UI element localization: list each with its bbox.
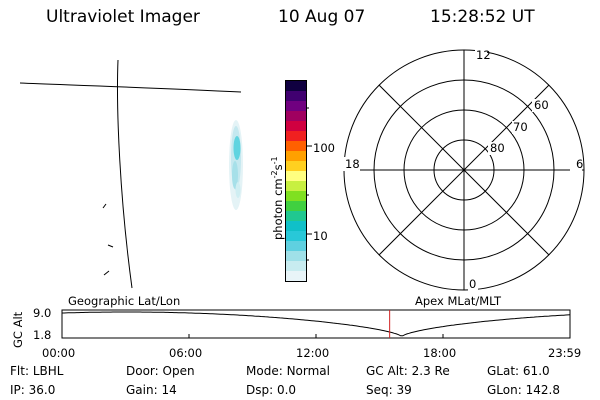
polar-grid bbox=[343, 49, 585, 291]
colorbar-swatch bbox=[286, 221, 306, 231]
colorbar-swatch bbox=[286, 111, 306, 121]
x-tick-1800: 18:00 bbox=[423, 346, 457, 360]
geographic-image-panel bbox=[19, 59, 243, 289]
mlt-label-6: 6 bbox=[576, 157, 584, 171]
mlt-label-12: 12 bbox=[476, 48, 491, 62]
colorbar-swatch bbox=[286, 81, 306, 91]
date-label: 10 Aug 07 bbox=[278, 7, 366, 27]
info-ip: IP: 36.0 bbox=[10, 383, 56, 397]
x-tick-0000: 00:00 bbox=[42, 346, 76, 360]
y-tick-1.8: 1.8 bbox=[33, 328, 52, 342]
colorbar-swatch bbox=[286, 201, 306, 211]
coastline-lines bbox=[19, 59, 242, 289]
altitude-timeline bbox=[61, 309, 571, 339]
info-gc-alt: GC Alt: 2.3 Re bbox=[366, 364, 450, 378]
info-glat: GLat: 61.0 bbox=[487, 364, 550, 378]
colorbar-ticks bbox=[306, 107, 312, 261]
info-gain: Gain: 14 bbox=[126, 383, 177, 397]
info-dsp: Dsp: 0.0 bbox=[246, 383, 297, 397]
x-tick-0600: 06:00 bbox=[169, 346, 203, 360]
lat-label-70: 70 bbox=[513, 120, 528, 134]
colorbar-tick-100: 100 bbox=[313, 141, 335, 155]
colorbar-swatch bbox=[286, 101, 306, 111]
x-tick-1200: 12:00 bbox=[296, 346, 330, 360]
info-mode: Mode: Normal bbox=[246, 364, 330, 378]
colorbar-swatch bbox=[286, 141, 306, 151]
mlt-label-0: 0 bbox=[469, 277, 477, 291]
y-tick-9: 9.0 bbox=[33, 306, 52, 320]
colorbar-unit-label: photon cm-2s-1 bbox=[270, 156, 285, 240]
instrument-title: Ultraviolet Imager bbox=[46, 7, 200, 27]
time-label: 15:28:52 UT bbox=[430, 7, 535, 27]
colorbar-swatch bbox=[286, 231, 306, 241]
colorbar-swatch bbox=[286, 131, 306, 141]
colorbar-swatch bbox=[286, 241, 306, 251]
apex-caption: Apex MLat/MLT bbox=[415, 294, 502, 308]
colorbar-swatch bbox=[286, 191, 306, 201]
colorbar-swatch bbox=[286, 211, 306, 221]
colorbar-swatch bbox=[286, 271, 306, 281]
info-door: Door: Open bbox=[126, 364, 195, 378]
timeline-frame bbox=[61, 309, 571, 339]
lat-label-80: 80 bbox=[490, 141, 505, 155]
info-flt: Flt: LBHL bbox=[10, 364, 64, 378]
colorbar-swatch bbox=[286, 261, 306, 271]
colorbar-swatch bbox=[286, 181, 306, 191]
colorbar-swatch bbox=[286, 151, 306, 161]
x-tick-2359: 23:59 bbox=[548, 346, 582, 360]
colorbar-swatch bbox=[286, 91, 306, 101]
colorbar-swatch bbox=[286, 251, 306, 261]
colorbar-swatch bbox=[286, 171, 306, 181]
colorbar-swatch bbox=[286, 161, 306, 171]
mlt-label-18: 18 bbox=[345, 157, 360, 171]
info-glon: GLon: 142.8 bbox=[487, 383, 560, 397]
geographic-caption: Geographic Lat/Lon bbox=[68, 294, 181, 308]
info-seq: Seq: 39 bbox=[366, 383, 412, 397]
lat-label-60: 60 bbox=[534, 98, 549, 112]
colorbar bbox=[285, 80, 307, 282]
aurora-emission bbox=[229, 120, 243, 210]
colorbar-tick-10: 10 bbox=[313, 229, 328, 243]
polar-plot bbox=[340, 47, 585, 291]
colorbar-swatch bbox=[286, 121, 306, 131]
altitude-curve bbox=[62, 311, 571, 337]
